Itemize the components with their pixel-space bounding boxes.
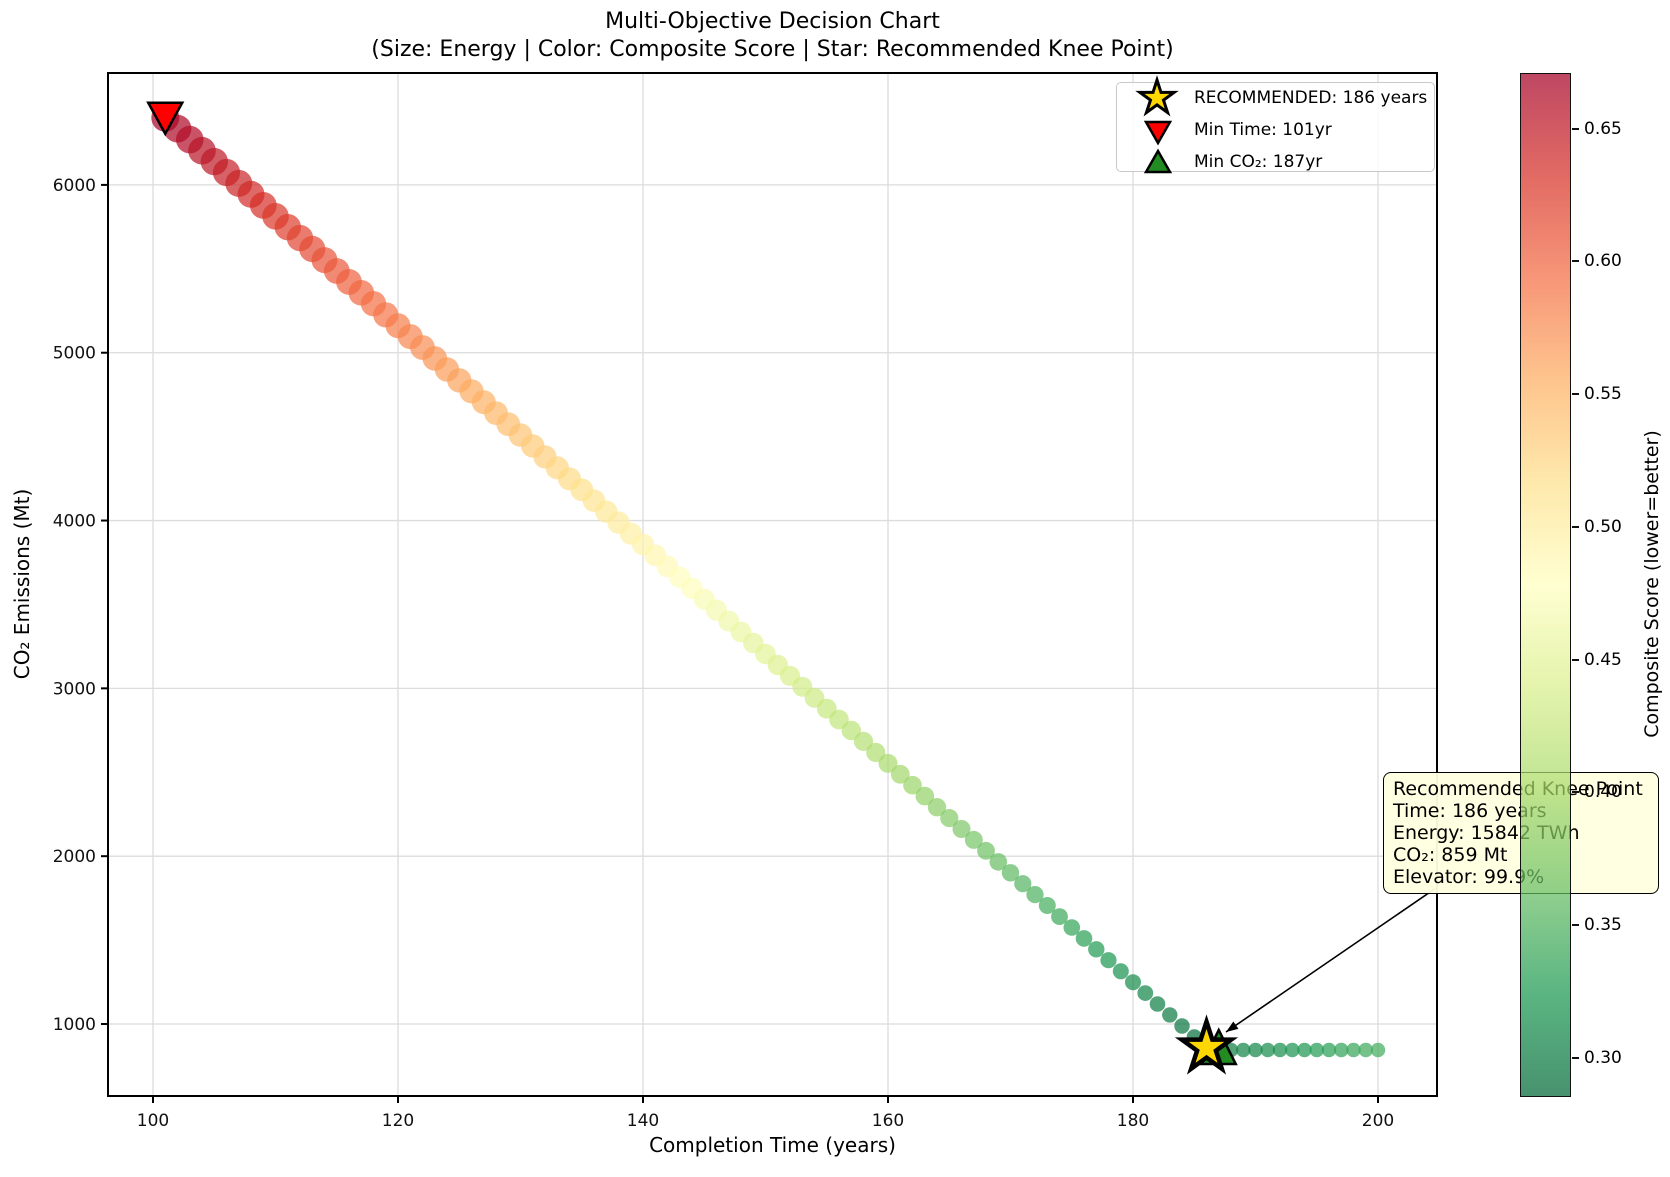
legend: RECOMMENDED: 186 years Min Time: 101yr M…: [1116, 75, 1435, 174]
scatter-point: [1285, 1042, 1300, 1058]
colorbar-label: Composite Score (lower=better): [1641, 430, 1663, 738]
scatter-point: [1026, 886, 1044, 904]
colorbar: [1520, 73, 1571, 1097]
chart-subtitle: (Size: Energy | Color: Composite Score |…: [371, 37, 1174, 62]
scatter-point: [915, 786, 935, 806]
scatter-point: [1038, 897, 1056, 914]
colorbar-gradient: [1521, 74, 1570, 1096]
scatter-point: [1248, 1042, 1263, 1058]
scatter-point: [903, 775, 922, 795]
scatter-point: [977, 841, 995, 860]
y-tick-label: 6000: [53, 176, 96, 196]
colorbar-tick: [1572, 260, 1579, 263]
scatter-point: [1014, 875, 1032, 893]
x-tick-label: 140: [627, 1111, 659, 1131]
annotation-line: Elevator: 99.9%: [1393, 866, 1545, 888]
scatter-point: [1100, 952, 1117, 969]
scatter-point: [1149, 996, 1166, 1012]
scatter-point: [1162, 1007, 1178, 1023]
x-tick-label: 160: [872, 1111, 904, 1131]
knee-star-marker: [1174, 1014, 1239, 1075]
x-axis-label: Completion Time (years): [649, 1133, 896, 1157]
scatter-point: [1358, 1042, 1374, 1058]
colorbar-tick: [1572, 1056, 1579, 1059]
colorbar-tick-label: 0.30: [1584, 1047, 1622, 1068]
scatter-point: [1321, 1042, 1337, 1058]
colorbar-tick-label: 0.35: [1584, 915, 1622, 936]
scatter-point: [1075, 930, 1093, 947]
x-tick-label: 120: [382, 1111, 414, 1131]
chart-title: Multi-Objective Decision Chart: [605, 9, 940, 34]
x-tick-label: 100: [137, 1111, 169, 1131]
scatter-point: [1370, 1042, 1386, 1058]
colorbar-tick: [1572, 525, 1579, 528]
scatter-point: [1063, 919, 1081, 936]
scatter-point: [1125, 974, 1141, 991]
scatter-point: [1001, 864, 1020, 882]
x-tick-label: 180: [1117, 1111, 1149, 1131]
annotation-arrowhead: [1226, 1021, 1239, 1032]
annotation-line: Time: 186 years: [1393, 800, 1547, 822]
scatter-point: [1260, 1042, 1276, 1058]
scatter-point: [1272, 1042, 1288, 1058]
scatter-point: [927, 798, 947, 817]
colorbar-tick-label: 0.60: [1584, 251, 1622, 272]
scatter-point: [866, 742, 886, 763]
annotation-arrow: [1225, 887, 1437, 1033]
scatter-point: [940, 809, 959, 828]
colorbar-tick: [1572, 924, 1579, 927]
legend-item-recommended: RECOMMENDED: 186 years: [1194, 88, 1428, 108]
annotation-line: Recommended Knee Point: [1393, 778, 1643, 800]
triangle-down-icon: [1143, 120, 1173, 146]
star-icon: [1135, 75, 1179, 117]
colorbar-tick: [1572, 127, 1579, 130]
scatter-point: [1088, 941, 1105, 958]
scatter-point: [1297, 1042, 1312, 1058]
colorbar-tick-label: 0.50: [1584, 516, 1622, 537]
plot-frame: [107, 72, 1438, 1097]
scatter-point: [1112, 963, 1129, 980]
y-tick-label: 5000: [53, 344, 96, 364]
colorbar-tick: [1572, 393, 1579, 396]
colorbar-tick-label: 0.45: [1584, 649, 1622, 670]
legend-item-min-co2: Min CO₂: 187yr: [1194, 152, 1323, 172]
scatter-point: [989, 853, 1008, 871]
colorbar-tick-label: 0.55: [1584, 384, 1622, 405]
scatter-point: [1334, 1042, 1349, 1058]
scatter-point: [952, 820, 971, 838]
y-tick-label: 3000: [53, 679, 96, 699]
annotation-line: CO₂: 859 Mt: [1393, 844, 1508, 866]
colorbar-tick: [1572, 658, 1579, 661]
x-tick-label: 200: [1362, 1111, 1394, 1131]
colorbar-tick-label: 0.40: [1584, 782, 1622, 803]
colorbar-tick: [1572, 791, 1579, 794]
y-tick-label: 4000: [53, 512, 96, 532]
scatter-point: [1137, 985, 1154, 1001]
scatter-point: [964, 830, 983, 849]
scatter-point: [890, 764, 910, 784]
colorbar-tick-label: 0.65: [1584, 118, 1622, 139]
scatter-point: [1346, 1042, 1361, 1058]
scatter-point: [1309, 1042, 1325, 1058]
y-tick-label: 2000: [53, 847, 96, 867]
scatter-point: [853, 731, 874, 752]
y-tick-label: 1000: [53, 1015, 96, 1035]
triangle-up-icon: [1143, 148, 1173, 174]
scatter-point: [1051, 908, 1068, 925]
min-time-marker: [146, 101, 185, 137]
scatter-point: [1236, 1042, 1251, 1058]
scatter-point: [878, 753, 898, 773]
scatter-point: [1174, 1018, 1190, 1034]
legend-item-min-time: Min Time: 101yr: [1194, 120, 1332, 140]
